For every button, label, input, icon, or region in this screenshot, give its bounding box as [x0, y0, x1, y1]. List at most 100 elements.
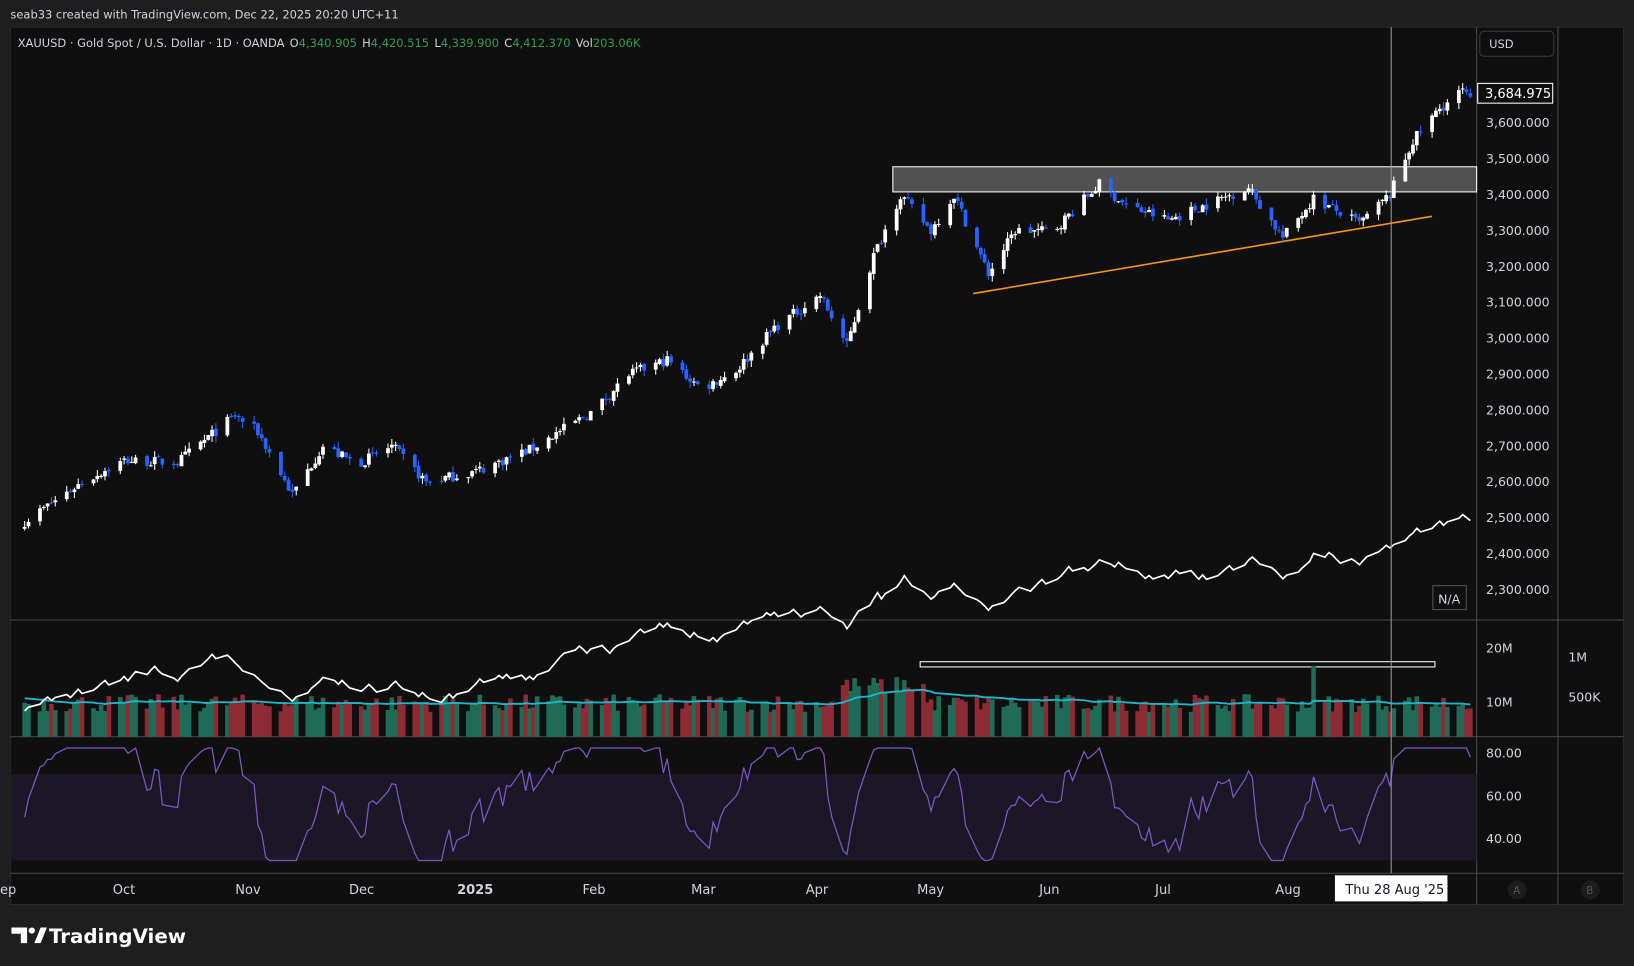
volume-axis-label: 10M — [1486, 695, 1513, 710]
candle-body — [627, 376, 631, 384]
candle — [156, 454, 161, 458]
candle-body — [359, 458, 364, 467]
candle-body — [952, 198, 956, 203]
candle — [707, 380, 712, 395]
candle-body — [470, 471, 475, 477]
candle — [122, 455, 126, 465]
volume-bar — [1280, 698, 1286, 737]
candle-body — [535, 447, 540, 451]
time-axis[interactable]: ep Oct Nov Dec 2025 Feb Mar Apr May Jun Jul Aug — [0, 883, 1301, 898]
currency-button[interactable]: USD — [1479, 30, 1555, 57]
scale-button-a[interactable]: A — [1507, 880, 1527, 900]
candle — [1254, 188, 1259, 204]
candle — [1384, 190, 1389, 204]
candle-body — [152, 456, 157, 465]
candle — [657, 357, 662, 366]
symbol-legend[interactable]: XAUUSD · Gold Spot / U.S. Dollar · 1D · … — [18, 36, 641, 50]
candle — [925, 221, 930, 227]
volume-bar — [771, 709, 777, 737]
volume-bar — [1162, 704, 1167, 737]
candle — [1353, 211, 1358, 223]
candle — [802, 302, 807, 317]
candle — [1147, 206, 1151, 213]
candle — [718, 375, 723, 389]
candle-body — [412, 454, 417, 468]
candle — [103, 467, 107, 481]
candle-body — [1246, 188, 1251, 192]
volume-bar — [397, 695, 402, 737]
candle-body — [294, 486, 299, 491]
candle-body — [1147, 210, 1151, 213]
candle-body — [1384, 195, 1389, 202]
candle-body — [1281, 231, 1285, 238]
price-axis[interactable]: 3,600.000 3,500.000 3,400.000 3,300.000 3,20… — [1486, 115, 1550, 597]
scale-button-b[interactable]: B — [1580, 880, 1600, 900]
candle-body — [642, 363, 647, 371]
candle-body — [630, 368, 635, 376]
candle — [1361, 216, 1366, 227]
candle-body — [894, 208, 899, 231]
volume-bar — [401, 704, 406, 737]
candle — [1124, 197, 1129, 209]
candle — [825, 297, 830, 312]
volume-bar — [825, 705, 831, 737]
candle-body — [1170, 218, 1174, 220]
candle — [845, 332, 849, 348]
volume-bar — [41, 700, 47, 737]
candle-body — [91, 479, 96, 484]
candle-body — [1460, 88, 1465, 90]
candle — [91, 479, 96, 486]
candle-body — [198, 441, 203, 450]
candle — [1418, 125, 1423, 137]
tradingview-logo[interactable]: TradingView — [11, 925, 186, 948]
volume-bar — [531, 707, 536, 737]
candle — [715, 381, 719, 388]
candle-body — [1143, 211, 1148, 214]
candle — [737, 365, 742, 378]
candle-body — [883, 229, 888, 243]
candle-body — [898, 199, 903, 210]
candle-body — [1269, 207, 1274, 221]
candle — [321, 443, 325, 460]
volume-bar — [974, 696, 980, 737]
candle-body — [1089, 193, 1094, 197]
candle-body — [1330, 204, 1335, 206]
candle — [370, 447, 375, 457]
volume-bar — [1429, 706, 1435, 737]
candle — [1376, 199, 1381, 221]
candle — [883, 224, 888, 248]
volume-bar — [798, 700, 804, 737]
volume-bar — [290, 705, 295, 737]
volume-bar — [427, 711, 433, 737]
candle-body — [760, 345, 765, 354]
candle-body — [577, 417, 582, 421]
candle — [875, 243, 880, 253]
volume-bar — [924, 702, 930, 737]
candle-body — [439, 480, 444, 482]
candle-body — [38, 508, 42, 522]
rsi-axis-label: 80.00 — [1486, 746, 1522, 761]
candle-body — [1189, 206, 1194, 220]
volume-bar — [1135, 711, 1140, 737]
candle — [661, 353, 666, 371]
volume-bar — [1257, 701, 1263, 737]
volume-bar — [829, 701, 834, 737]
volume-bar — [1391, 708, 1397, 737]
candle-body — [1177, 216, 1182, 221]
candle — [841, 314, 845, 344]
candle — [936, 218, 941, 227]
volume-bar — [576, 703, 582, 737]
volume-bar — [343, 699, 349, 737]
volume-bar — [821, 706, 827, 737]
volume-axis-b-label: 500K — [1568, 689, 1601, 704]
candle — [604, 393, 608, 406]
volume-bar — [64, 711, 70, 737]
candle-body — [715, 382, 719, 385]
volume-bar — [79, 697, 85, 737]
candle-body — [99, 475, 104, 477]
volume-bar — [802, 711, 808, 737]
svg-text:B: B — [1586, 885, 1593, 897]
candle-body — [133, 457, 138, 464]
volume-bar — [1054, 694, 1060, 737]
